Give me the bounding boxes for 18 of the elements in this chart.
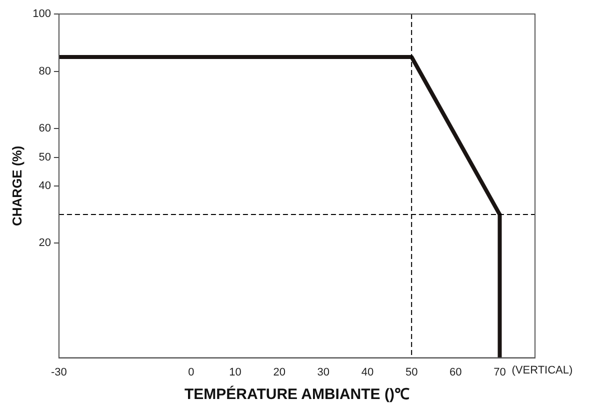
x-tick-label: 30: [317, 366, 330, 378]
x-tick-label: 0: [188, 366, 194, 378]
x-tick-label: 10: [229, 366, 242, 378]
x-tick-label: 70: [494, 366, 506, 378]
y-tick-label: 20: [38, 237, 51, 250]
x-tick-label: 40: [361, 366, 374, 378]
y-tick-label: 50: [38, 151, 51, 164]
y-tick-label: 100: [32, 8, 51, 20]
y-axis-title: CHARGE (%): [9, 146, 24, 226]
y-tick-label: 40: [38, 180, 51, 192]
y-tick-label: 80: [38, 65, 51, 78]
text: (VERTICAL): [512, 364, 573, 376]
y-tick-label: 60: [38, 122, 51, 135]
x-tick-label: -30: [51, 366, 67, 378]
x-tick-label: 50: [405, 366, 418, 378]
x-axis-title: TEMPÉRATURE AMBIANTE ()℃: [184, 385, 410, 404]
x-tick-label: 60: [450, 366, 462, 378]
x-tick-label: 20: [273, 366, 286, 378]
